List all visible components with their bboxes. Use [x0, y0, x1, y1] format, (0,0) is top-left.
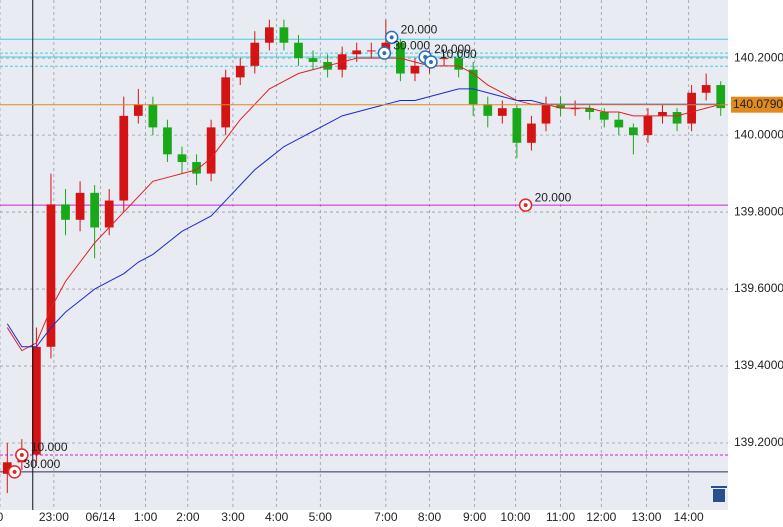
x-tick-label: 06/14: [85, 510, 115, 524]
plot-area: [0, 0, 728, 510]
candle-body: [294, 42, 303, 59]
candle-body: [541, 104, 551, 124]
x-tick-label: 4:00: [265, 510, 289, 524]
candle-body: [2, 462, 12, 474]
x-tick-label: 5:00: [309, 510, 333, 524]
order-label: 30.000: [393, 38, 430, 52]
x-tick-label: 1:00: [134, 510, 158, 524]
candle-body: [658, 112, 667, 116]
candle-body: [75, 192, 85, 220]
candle-body: [512, 108, 522, 143]
moving-average: [6, 57, 721, 352]
order-label: 20.000: [401, 23, 438, 37]
order-label: 30.000: [24, 457, 61, 471]
x-tick-label: 10:00: [500, 510, 530, 524]
x-tick-label: 11:00: [546, 510, 575, 524]
x-tick-label: 0: [0, 510, 4, 524]
x-tick-label: 9:00: [463, 510, 487, 524]
candle-body: [672, 112, 682, 124]
candle-body: [192, 162, 201, 174]
candle-body: [264, 27, 274, 43]
candle-body: [279, 27, 289, 43]
y-tick-label: 139.4000: [734, 358, 783, 372]
candle-body: [119, 115, 129, 201]
candle-body: [366, 50, 376, 52]
order-label: 20.000: [434, 42, 471, 56]
candle-body: [701, 85, 711, 93]
trash-lid: [711, 486, 727, 488]
current-price-label: 140.0790: [733, 97, 783, 111]
candle-body: [235, 65, 245, 78]
x-tick-label: 7:00: [374, 510, 398, 524]
order-dot: [19, 452, 24, 457]
x-tick-label: 8:00: [418, 510, 442, 524]
order-label: 10.000: [440, 47, 477, 61]
candle-body: [148, 104, 158, 128]
candle-body: [308, 58, 318, 62]
candle-body: [221, 77, 231, 128]
candle-body: [133, 104, 143, 116]
order-label: 10.000: [31, 440, 68, 454]
order-label: 20.000: [535, 190, 572, 204]
y-tick-label: 139.8000: [734, 204, 783, 218]
y-tick-label: 140.2000: [734, 50, 783, 64]
candle-body: [46, 204, 56, 347]
candle-body: [599, 112, 609, 120]
trash-body: [713, 489, 725, 502]
order-dot: [523, 203, 528, 208]
candle-body: [250, 42, 260, 66]
candle-body: [585, 108, 595, 113]
candle-body: [643, 115, 653, 136]
candle-body: [61, 204, 70, 220]
order-dot: [12, 469, 17, 474]
x-tick-label: 14:00: [674, 510, 704, 524]
x-tick-label: 23:00: [39, 510, 69, 524]
order-dot: [389, 35, 394, 40]
candle-body: [32, 346, 41, 455]
candle-body: [483, 104, 493, 116]
candle-body: [497, 108, 507, 116]
candle-body: [614, 119, 624, 128]
candle-body: [527, 123, 536, 143]
y-tick-label: 139.6000: [734, 281, 783, 295]
candle-body: [410, 65, 420, 74]
candle-body: [454, 58, 464, 70]
y-tick-label: 140.0000: [734, 127, 783, 141]
candle-body: [104, 200, 114, 228]
candle-body: [716, 85, 726, 109]
order-dot: [428, 59, 433, 64]
y-tick-label: 139.2000: [734, 435, 783, 449]
x-tick-label: 3:00: [221, 510, 245, 524]
x-tick-label: 2:00: [176, 510, 200, 524]
candle-body: [177, 154, 187, 163]
trash-icon[interactable]: [711, 486, 727, 502]
candle-body: [439, 58, 449, 60]
candle-body: [90, 192, 100, 228]
candle-body: [556, 104, 565, 109]
candle-body: [163, 127, 172, 155]
candle-body: [628, 127, 638, 136]
x-tick-label: 12:00: [586, 510, 616, 524]
candle-body: [352, 50, 362, 55]
order-dot: [382, 51, 387, 56]
candle-body: [206, 127, 216, 174]
current-price-box: [731, 96, 783, 113]
candle-body: [468, 69, 478, 105]
x-tick-label: 13:00: [631, 510, 661, 524]
candle-body: [687, 92, 696, 124]
